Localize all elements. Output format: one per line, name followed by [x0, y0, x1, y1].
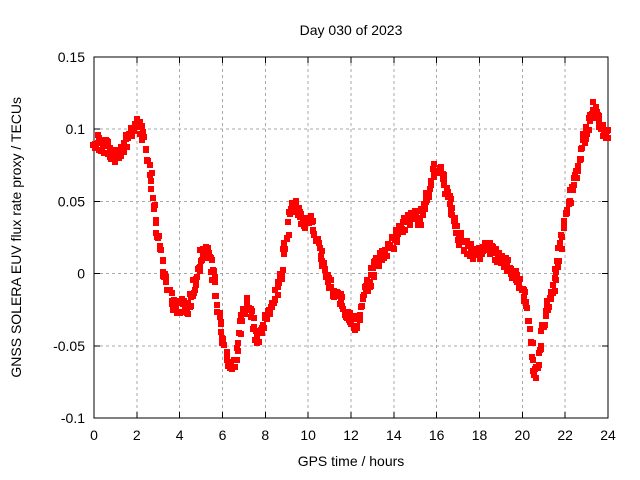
x-tick-label: 16 [429, 427, 445, 443]
tick-labels: 0 2 4 6 8 10 12 14 16 18 20 22 240.150.10.050-0.05-0… [53, 49, 616, 443]
x-tick-label: 2 [133, 427, 141, 443]
x-tick-label: 6 [219, 427, 227, 443]
chart-title: Day 030 of 2023 [299, 22, 403, 38]
x-tick-label: 14 [386, 427, 402, 443]
y-axis-label-box: GNSS SOLERA EUV flux rate proxy / TECUs [2, 57, 30, 418]
axes-border [93, 56, 609, 419]
x-axis-label: GPS time / hours [297, 453, 405, 469]
x-tick-label: 24 [600, 427, 616, 443]
x-tick-label: 8 [261, 427, 269, 443]
x-tick-label: 20 [515, 427, 531, 443]
data-points [90, 99, 611, 381]
x-tick-label: 0 [90, 427, 98, 443]
x-tick-label: 22 [557, 427, 573, 443]
x-tick-label: 4 [176, 427, 184, 443]
x-tick-label: 18 [472, 427, 488, 443]
y-tick-label: 0.1 [66, 121, 86, 137]
y-tick-label: 0.15 [58, 49, 85, 65]
grid-lines [93, 56, 609, 419]
x-tick-label: 12 [343, 427, 359, 443]
y-tick-label: 0 [77, 266, 85, 282]
y-tick-label: 0.05 [58, 193, 85, 209]
y-tick-label: -0.05 [53, 338, 85, 354]
x-tick-label: 10 [300, 427, 316, 443]
y-axis-label: GNSS SOLERA EUV flux rate proxy / TECUs [8, 97, 24, 378]
y-tick-label: -0.1 [61, 410, 85, 426]
